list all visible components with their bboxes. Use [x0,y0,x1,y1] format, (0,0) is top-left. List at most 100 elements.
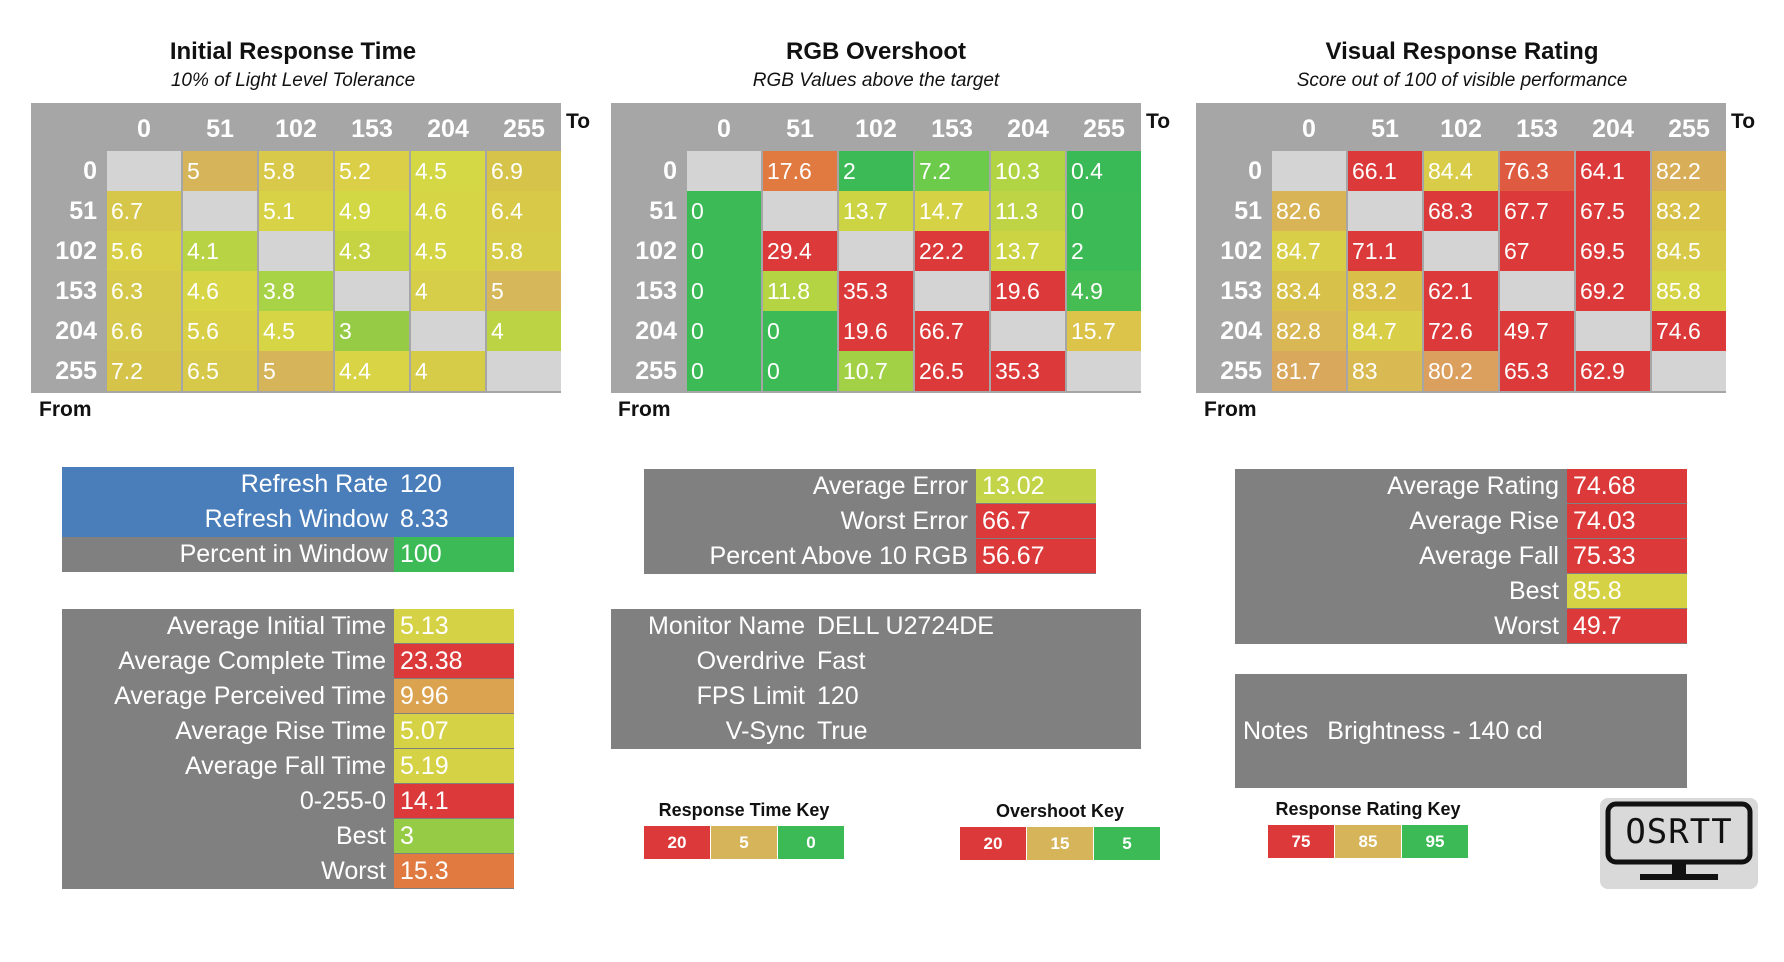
rating-heatmap: 0 51 102 153 204 255 0 51 102 153 204 255 66.1 84.4 76… [1196,103,1726,393]
heatmap-cell: 4.3 [335,231,409,271]
stat-row: Average Initial Time 5.13 [62,609,514,644]
heatmap-cell-empty [1272,151,1346,191]
heatmap-cell: 4.5 [259,311,333,351]
column-header: 102 [1440,115,1482,143]
monitor-value: True [817,717,868,745]
heatmap-cell: 66.1 [1348,151,1422,191]
heatmap-cell-empty [915,271,989,311]
stat-label: Average Fall [1419,542,1559,570]
chart-title: Initial Response Time [169,38,417,65]
heatmap-cell: 17.6 [763,151,837,191]
heatmap-cell: 76.3 [1500,151,1574,191]
heatmap-cell-empty [1576,311,1650,351]
monitor-value: 120 [817,682,859,710]
stat-label: Percent Above 10 RGB [709,542,968,570]
stat-label: Average Rating [1387,472,1559,500]
stat-value: 100 [394,537,514,572]
notes-label: Notes [1243,717,1309,745]
stat-row: Percent Above 10 RGB 56.67 [644,539,1096,574]
heatmap-cell-empty [107,151,181,191]
heatmap-cell: 35.3 [839,271,913,311]
column-header: 204 [1592,115,1634,143]
heatmap-cell: 83.2 [1348,271,1422,311]
chart-title: RGB Overshoot [785,38,967,65]
stat-label: Average Initial Time [166,612,386,640]
heatmap-cell: 5.1 [259,191,333,231]
heatmap-cell-empty [1424,231,1498,271]
stat-label: Worst [321,857,386,885]
column-header: 204 [1007,115,1049,143]
stat-value: 85.8 [1567,574,1687,608]
heatmap-cell: 4.6 [183,271,257,311]
heatmap-cell: 29.4 [763,231,837,271]
heatmap-cell: 11.3 [991,191,1065,231]
column-header: 0 [1302,115,1316,143]
heatmap-cell: 5.2 [335,151,409,191]
heatmap-cell: 0 [687,271,761,311]
column-header: 51 [786,115,814,143]
heatmap-cell: 10.3 [991,151,1065,191]
heatmap-cell: 0 [763,351,837,391]
row-header: 255 [635,357,677,385]
axis-to-label: To [1731,110,1756,133]
column-header: 255 [1668,115,1710,143]
stat-label: Best [335,822,386,850]
heatmap-cell: 80.2 [1424,351,1498,391]
heatmap-cell: 83 [1348,351,1422,391]
column-header: 153 [1516,115,1558,143]
heatmap-cell: 26.5 [915,351,989,391]
heatmap-cell-empty [687,151,761,191]
heatmap-cell: 82.6 [1272,191,1346,231]
stat-value: 15.3 [394,854,514,888]
key-swatch: 95 [1402,825,1468,858]
stat-row: Average Error 13.02 [644,469,1096,504]
stat-value: 23.38 [394,644,514,678]
stat-value: 56.67 [976,539,1096,573]
stat-row: Best 85.8 [1235,574,1687,609]
heatmap-cell: 3.8 [259,271,333,311]
notes-row: Notes Brightness - 140 cd [1243,714,1543,749]
heatmap-cell: 0.4 [1067,151,1141,191]
heatmap-cell-empty [1500,271,1574,311]
chart-heading-rating: Visual Response Rating Score out of 100 … [1196,38,1728,92]
heatmap-cell: 0 [687,231,761,271]
monitor-label: FPS Limit [696,682,805,710]
axis-from-label: From [1204,398,1257,421]
heatmap-cell: 69.2 [1576,271,1650,311]
chart-heading-overshoot: RGB Overshoot RGB Values above the targe… [610,38,1142,92]
row-header: 0 [663,157,677,185]
heatmap-cell: 22.2 [915,231,989,271]
row-header: 153 [635,277,677,305]
heatmap-cell: 2 [839,151,913,191]
heatmap-cell: 11.8 [763,271,837,311]
row-header: 51 [1234,197,1262,225]
column-header: 51 [206,115,234,143]
stat-value: 13.02 [976,469,1096,503]
column-header: 102 [855,115,897,143]
monitor-row: V-Sync True [611,714,1141,749]
monitor-row: Monitor Name DELL U2724DE [611,609,1141,644]
chart-subtitle: Score out of 100 of visible performance [1296,70,1628,91]
heatmap-cell: 4.5 [411,231,485,271]
key-title: Response Time Key [658,800,830,820]
stat-row: Average Rating 74.68 [1235,469,1687,504]
stat-label: 0-255-0 [299,787,386,815]
heatmap-cell-empty [487,351,561,391]
column-header: 0 [137,115,151,143]
notes-value: Brightness - 140 cd [1327,717,1543,745]
heatmap-cell: 15.7 [1067,311,1141,351]
stat-value: 74.03 [1567,504,1687,538]
heatmap-cell: 68.3 [1424,191,1498,231]
heatmap-cell: 66.7 [915,311,989,351]
stat-value: 5.07 [394,714,514,748]
heatmap-cell: 5 [487,271,561,311]
row-header: 255 [1220,357,1262,385]
stat-label: Worst [1494,612,1559,640]
heatmap-cell: 74.6 [1652,311,1726,351]
error-panel: Average Error 13.02 Worst Error 66.7 Percent… [644,469,1096,574]
column-header: 255 [1083,115,1125,143]
stat-row: Refresh Rate 120 [62,467,514,502]
heatmap-cell-empty [991,311,1065,351]
heatmap-cell-empty [763,191,837,231]
row-header: 255 [55,357,97,385]
